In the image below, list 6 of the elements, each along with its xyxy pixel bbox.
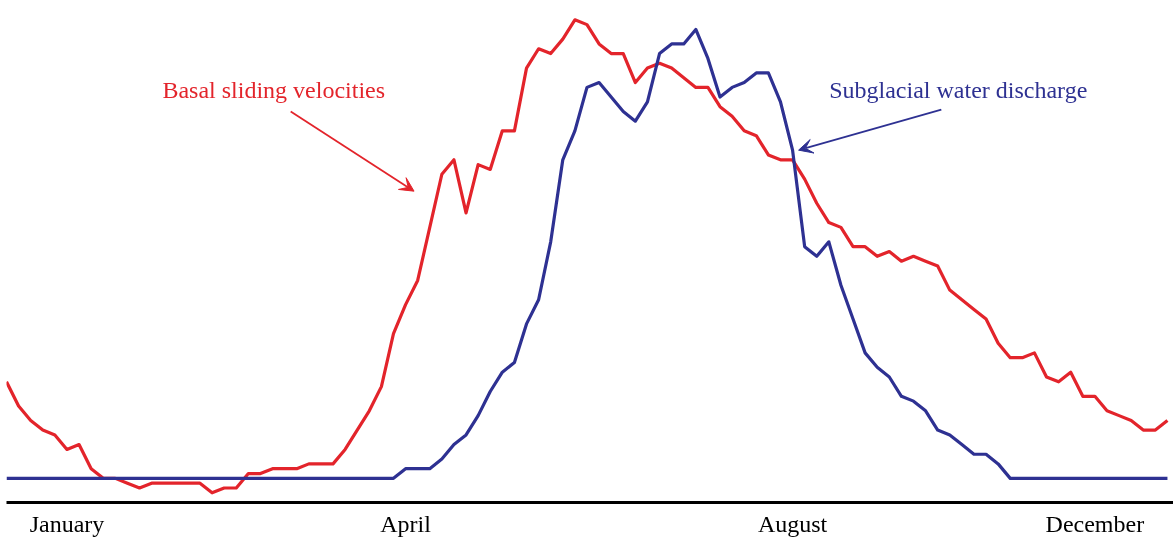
x-tick-label: December	[1045, 510, 1145, 537]
x-tick-label: April	[380, 510, 432, 537]
x-tick-label: August	[757, 510, 828, 537]
annotation: Basal sliding velocities	[162, 76, 386, 103]
annotation: Subglacial water discharge	[829, 76, 1088, 103]
x-tick-label: January	[29, 510, 105, 537]
